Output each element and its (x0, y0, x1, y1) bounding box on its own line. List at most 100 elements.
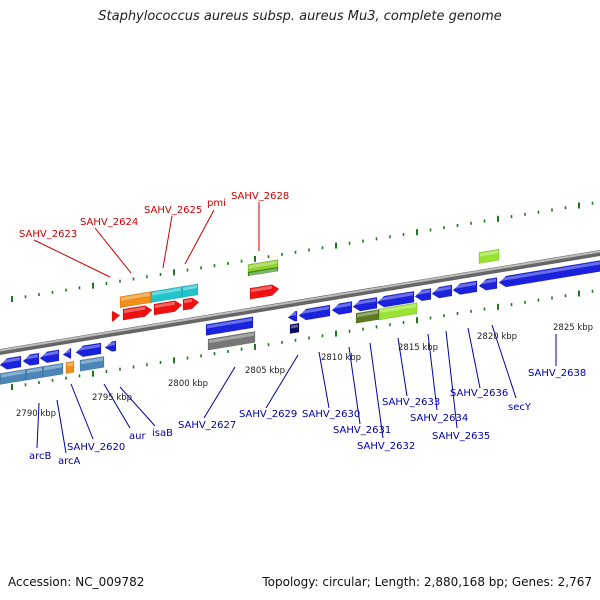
gene-arrow (182, 297, 200, 311)
gene-highlight (251, 285, 272, 293)
gene-arrow (376, 290, 415, 308)
reverse-gene-label: SAHV_2635 (432, 431, 490, 442)
reverse-gene-label: arcB (29, 451, 52, 462)
gene-highlight (500, 261, 600, 282)
gene-highlight (183, 284, 197, 291)
gene-highlight (124, 306, 145, 314)
gene-highlight (67, 362, 73, 367)
reverse-gene-label: SAHV_2636 (450, 388, 508, 399)
label-leader-lines (33, 202, 557, 454)
reverse-gene-label: SAHV_2620 (67, 442, 125, 453)
scale-label: 2805 kbp (245, 366, 285, 376)
gene-arrow (247, 266, 279, 277)
gene-highlight (378, 292, 413, 302)
label-leader (56, 399, 67, 454)
reverse-gene-label: SAHV_2632 (357, 441, 415, 452)
gene-arrow (478, 248, 500, 264)
gene-features (0, 248, 600, 385)
label-leader (203, 366, 236, 419)
gene-arrow (205, 316, 254, 336)
label-leader (369, 342, 384, 439)
scale-label: 2820 kbp (477, 332, 517, 342)
gene-highlight (64, 349, 70, 354)
label-leader (33, 239, 111, 278)
gene-arrow (122, 305, 153, 321)
label-leader (94, 227, 132, 274)
forward-gene-label: SAHV_2624 (80, 217, 138, 228)
scale-label: 2825 kbp (553, 323, 593, 333)
gene-highlight (416, 289, 430, 296)
gene-highlight (354, 298, 376, 306)
gene-arrow (289, 322, 300, 334)
accession-text: Accession: NC_009782 (8, 575, 145, 589)
reverse-gene-label: SAHV_2631 (333, 425, 391, 436)
reverse-gene-label: SAHV_2633 (382, 397, 440, 408)
gene-highlight (81, 357, 103, 365)
gene-highlight (480, 250, 498, 257)
reverse-gene-label: secY (508, 402, 532, 413)
gene-arrow (62, 347, 72, 359)
forward-gene-label: pmi (207, 198, 226, 209)
label-leader (348, 346, 361, 425)
gene-highlight (27, 367, 42, 374)
label-leader (491, 324, 517, 399)
label-leader (36, 402, 40, 449)
gene-arrow (0, 355, 22, 370)
gene-arrow (249, 284, 280, 300)
gene-highlight (300, 306, 329, 315)
gene-highlight (249, 260, 277, 269)
label-leader (445, 330, 458, 429)
reverse-gene-label: arcA (58, 456, 81, 467)
forward-gene-label: SAHV_2625 (144, 205, 202, 216)
gene-arrow (42, 362, 64, 378)
gene-arrow (414, 288, 432, 302)
reverse-gene-label: SAHV_2627 (178, 420, 236, 431)
reverse-gene-label: aur (129, 431, 146, 442)
reverse-gene-label: isaB (152, 428, 173, 439)
gene-highlight (289, 312, 296, 317)
label-leader (397, 337, 408, 397)
map-title: Staphylococcus aureus subsp. aureus Mu3,… (98, 9, 502, 24)
gene-highlight (380, 303, 416, 313)
gene-arrow (287, 310, 298, 322)
gene-highlight (454, 281, 476, 289)
gene-arrow (22, 352, 40, 366)
gene-arrow (498, 260, 600, 288)
gene-highlight (207, 317, 252, 329)
scale-label: 2810 kbp (321, 353, 361, 363)
forward-gene-label: SAHV_2623 (19, 229, 77, 240)
label-leader (162, 215, 173, 269)
gene-highlight (24, 354, 38, 360)
gene-highlight (357, 310, 378, 318)
scale-label: 2795 kbp (92, 393, 132, 403)
label-leader (70, 383, 94, 440)
gene-highlight (152, 287, 181, 296)
gene-highlight (184, 298, 192, 304)
gene-arrow (431, 284, 453, 299)
gene-highlight (106, 342, 115, 347)
label-leader (427, 333, 438, 411)
label-leader (103, 383, 131, 429)
gene-arrow (65, 360, 75, 374)
gene-highlight (333, 302, 351, 309)
gene-highlight (77, 344, 100, 351)
gene-arrow (181, 283, 199, 298)
backbone-line (0, 249, 600, 356)
gene-highlight (433, 286, 451, 293)
scale-labels: 2790 kbp 2795 kbp 2800 kbp 2805 kbp 2810 kbp… (16, 323, 593, 419)
gene-highlight (121, 292, 150, 301)
reverse-gene-label: SAHV_2638 (528, 368, 586, 379)
label-leader (467, 327, 481, 389)
tick-marks (11, 201, 594, 391)
gene-arrow (79, 356, 105, 372)
gene-arrow (104, 340, 117, 352)
gene-arrow (75, 342, 102, 358)
gene-arrow (452, 280, 478, 295)
label-leader (184, 209, 215, 265)
gene-highlight (44, 364, 62, 371)
gene-highlight (480, 278, 496, 285)
backbone-highlight (0, 250, 600, 352)
gene-highlight (155, 301, 175, 309)
